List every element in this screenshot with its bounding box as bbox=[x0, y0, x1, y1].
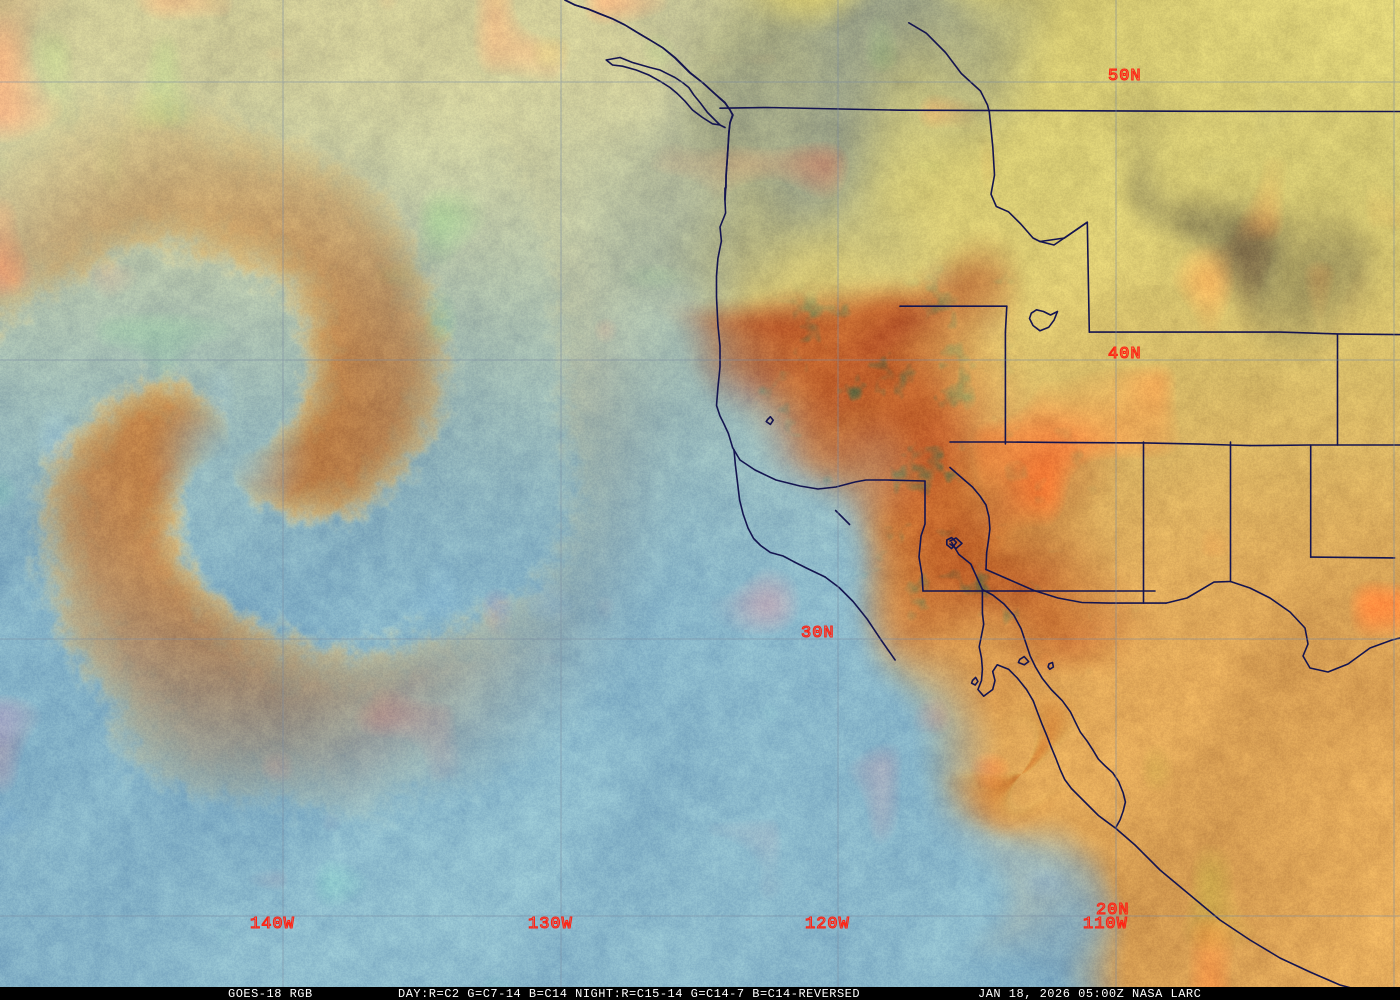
svg-text:120W: 120W bbox=[805, 915, 850, 934]
svg-text:DAY:R=C2 G=C7-14 B=C14 NIGHT:R: DAY:R=C2 G=C7-14 B=C14 NIGHT:R=C15-14 G=… bbox=[398, 987, 860, 1000]
svg-text:30N: 30N bbox=[801, 624, 835, 643]
svg-text:140W: 140W bbox=[250, 915, 295, 934]
svg-text:40N: 40N bbox=[1108, 345, 1142, 364]
svg-text:JAN 18, 2026 05:00Z NASA LARC: JAN 18, 2026 05:00Z NASA LARC bbox=[978, 987, 1201, 1000]
svg-text:110W: 110W bbox=[1083, 915, 1128, 934]
svg-text:50N: 50N bbox=[1108, 67, 1142, 86]
svg-text:GOES-18 RGB: GOES-18 RGB bbox=[228, 987, 313, 1000]
svg-text:130W: 130W bbox=[528, 915, 573, 934]
